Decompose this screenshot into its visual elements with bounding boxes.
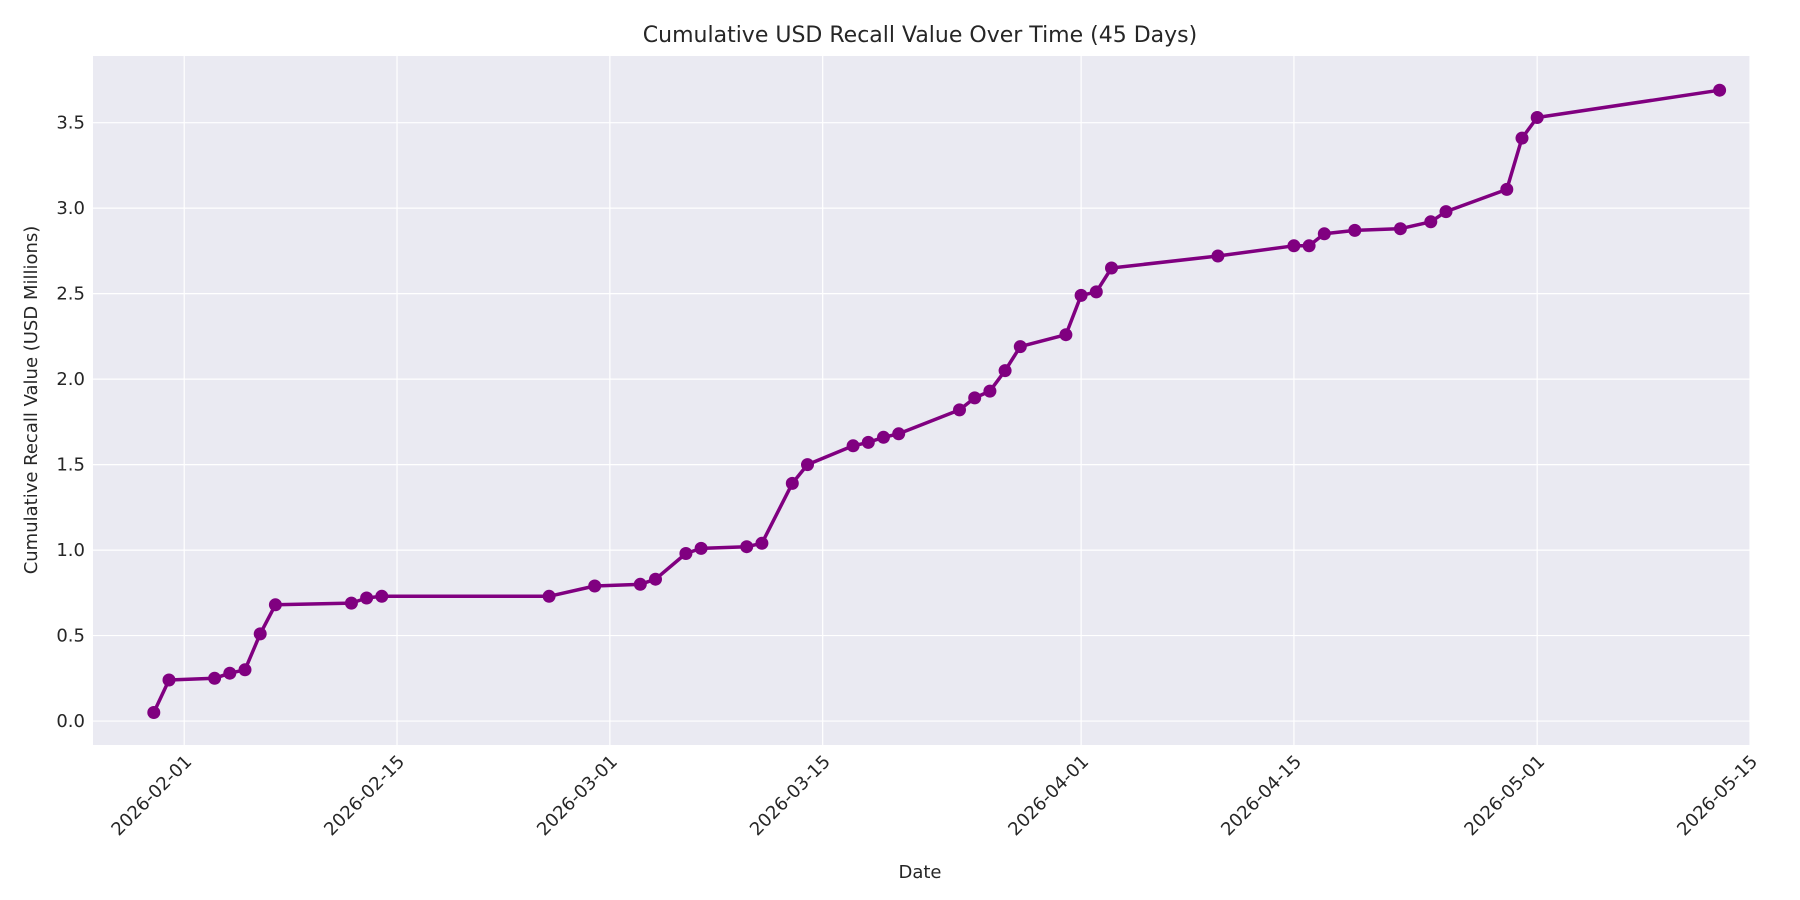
- data-point: [1515, 131, 1529, 145]
- data-point: [649, 572, 662, 586]
- data-point: [1105, 261, 1118, 275]
- data-point: [1500, 182, 1514, 196]
- data-point: [1302, 239, 1316, 253]
- data-point: [740, 540, 754, 554]
- x-tick-label: 2026-02-01: [107, 751, 196, 840]
- data-point: [1211, 249, 1225, 263]
- grid-lines: [93, 56, 1751, 745]
- data-point: [375, 589, 389, 603]
- data-point: [162, 673, 176, 687]
- data-point: [801, 458, 814, 472]
- data-point: [1393, 222, 1407, 236]
- data-point: [253, 627, 267, 641]
- data-point: [633, 577, 647, 591]
- y-tick-label: 3.0: [56, 198, 85, 219]
- data-point: [1713, 83, 1727, 97]
- data-point: [998, 364, 1012, 378]
- y-tick-label: 2.5: [56, 284, 85, 305]
- data-point: [542, 589, 556, 603]
- data-point: [1424, 215, 1438, 229]
- data-point: [877, 430, 890, 444]
- x-tick-label: 2026-04-01: [1004, 751, 1093, 840]
- x-tick-label: 2026-05-15: [1673, 751, 1762, 840]
- chart-title: Cumulative USD Recall Value Over Time (4…: [643, 23, 1197, 48]
- x-tick-label: 2026-03-01: [533, 751, 622, 840]
- data-point: [588, 579, 602, 593]
- y-tick-label: 0.5: [56, 626, 85, 647]
- y-axis-label: Cumulative Recall Value (USD Millions): [21, 226, 42, 575]
- data-point: [785, 476, 799, 490]
- data-point: [238, 663, 252, 677]
- data-point: [208, 671, 222, 685]
- x-tick-label: 2026-02-15: [320, 751, 409, 840]
- data-point: [1089, 285, 1103, 299]
- data-point: [953, 403, 966, 417]
- plot-area: [93, 56, 1750, 745]
- data-point: [983, 384, 997, 398]
- x-tick-label: 2026-05-01: [1460, 751, 1549, 840]
- data-point: [1287, 239, 1301, 253]
- data-point: [1074, 288, 1088, 302]
- data-point: [1348, 223, 1362, 237]
- data-point: [360, 591, 374, 605]
- y-tick-label: 3.5: [56, 113, 85, 134]
- data-point: [1439, 205, 1453, 219]
- data-point: [694, 541, 708, 555]
- data-point: [1530, 111, 1544, 124]
- y-tick-label: 0.0: [56, 711, 85, 732]
- x-axis-label: Date: [898, 862, 941, 883]
- y-tick-label: 1.0: [56, 540, 85, 561]
- x-tick-label: 2026-04-15: [1217, 751, 1306, 840]
- data-point: [1059, 328, 1073, 342]
- data-point: [679, 547, 693, 560]
- data-point: [755, 536, 769, 550]
- data-point: [892, 427, 906, 441]
- data-point: [223, 666, 237, 680]
- data-point: [968, 391, 982, 405]
- data-point: [1013, 340, 1027, 354]
- y-tick-label: 1.5: [56, 455, 85, 476]
- x-tick-label: 2026-03-15: [746, 751, 835, 840]
- series-layer: [147, 83, 1727, 719]
- data-point: [147, 706, 161, 719]
- data-point: [846, 439, 860, 453]
- data-point: [344, 596, 358, 610]
- data-point: [1317, 227, 1331, 241]
- data-point: [861, 435, 875, 449]
- data-point: [268, 598, 282, 612]
- y-tick-label: 2.0: [56, 369, 85, 390]
